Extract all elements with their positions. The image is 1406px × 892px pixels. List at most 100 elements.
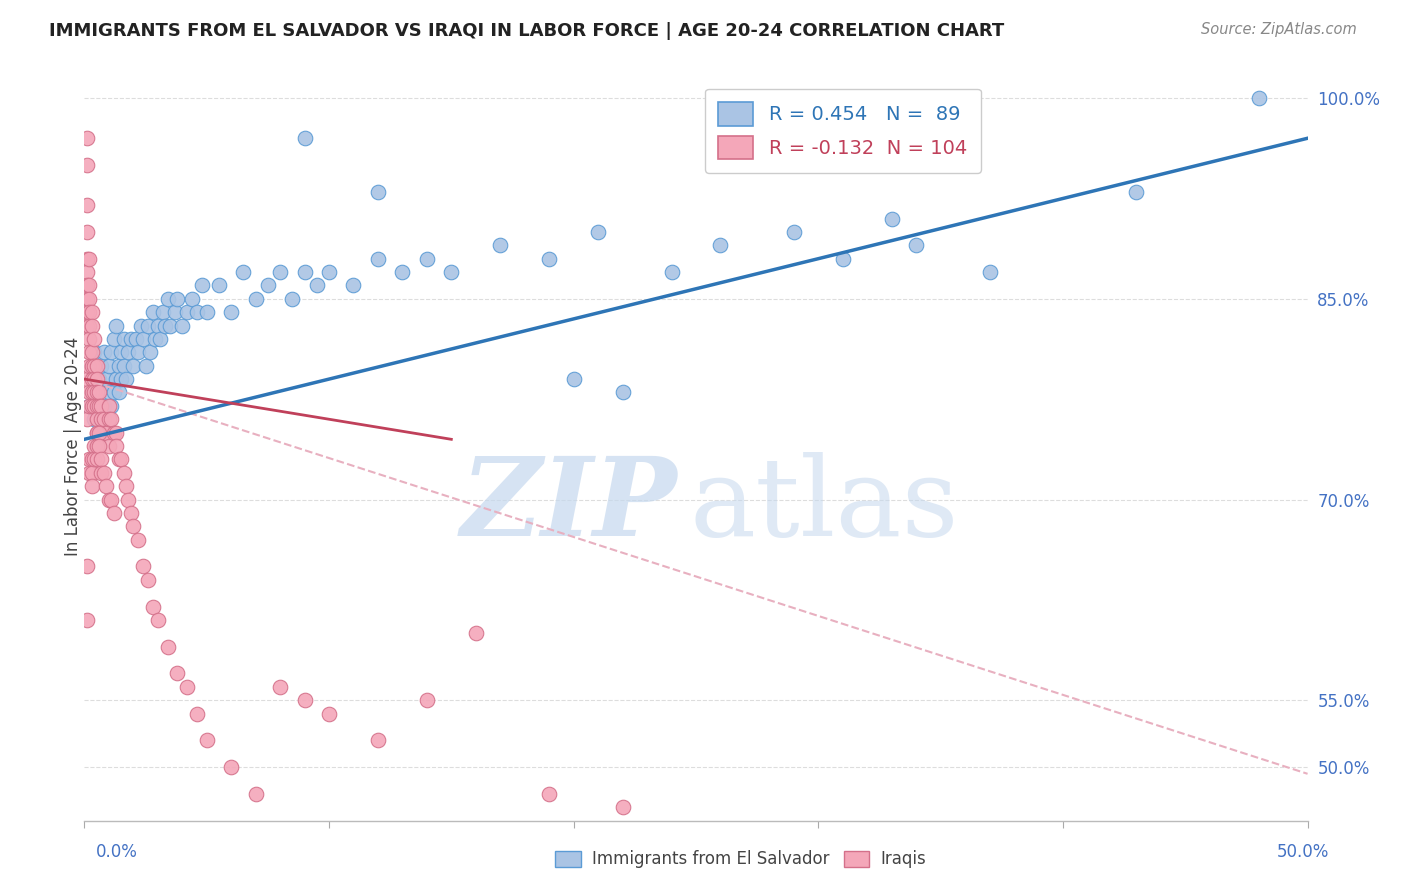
Point <box>136 573 159 587</box>
Point <box>86 439 108 453</box>
Point <box>132 559 155 574</box>
Text: 50.0%: 50.0% <box>1277 843 1329 861</box>
Point <box>100 399 122 413</box>
Point <box>538 787 561 801</box>
Point <box>257 278 280 293</box>
Text: Source: ZipAtlas.com: Source: ZipAtlas.com <box>1201 22 1357 37</box>
Point <box>76 225 98 239</box>
Point <box>831 252 853 266</box>
Point <box>80 385 103 400</box>
Point <box>97 439 120 453</box>
Point <box>367 733 389 747</box>
Point <box>97 399 120 413</box>
Point <box>783 225 806 239</box>
Point <box>76 372 98 386</box>
Point <box>112 466 135 480</box>
Point <box>77 252 100 266</box>
Point <box>93 345 115 359</box>
Point <box>103 425 125 440</box>
Point <box>80 452 103 467</box>
Point <box>105 439 128 453</box>
Point <box>77 318 100 333</box>
Point <box>83 439 105 453</box>
Point <box>86 425 108 440</box>
Point <box>105 318 128 333</box>
Point <box>219 305 242 319</box>
Point <box>87 425 110 440</box>
Point <box>90 452 112 467</box>
Point <box>127 533 149 547</box>
Text: IMMIGRANTS FROM EL SALVADOR VS IRAQI IN LABOR FORCE | AGE 20-24 CORRELATION CHAR: IMMIGRANTS FROM EL SALVADOR VS IRAQI IN … <box>49 22 1004 40</box>
Point <box>152 305 174 319</box>
Point <box>90 399 112 413</box>
Text: Iraqis: Iraqis <box>880 850 927 868</box>
Point <box>149 332 172 346</box>
Point <box>195 305 218 319</box>
Point <box>76 131 98 145</box>
Point <box>110 345 132 359</box>
Point <box>100 492 122 507</box>
Point <box>80 305 103 319</box>
Point <box>112 332 135 346</box>
Point <box>146 318 169 333</box>
Point <box>76 158 98 172</box>
Point <box>83 412 105 426</box>
Point <box>77 452 100 467</box>
Point <box>77 332 100 346</box>
Point <box>96 372 118 386</box>
Point <box>97 359 120 373</box>
Point <box>110 372 132 386</box>
Point <box>76 318 98 333</box>
Point <box>87 439 110 453</box>
Point <box>129 318 152 333</box>
Point <box>305 278 328 293</box>
Point <box>87 385 110 400</box>
Point <box>97 385 120 400</box>
Point <box>87 372 110 386</box>
Point <box>96 479 118 493</box>
Point <box>86 372 108 386</box>
Point <box>294 265 316 279</box>
Text: atlas: atlas <box>690 452 959 559</box>
Point <box>76 278 98 293</box>
Point <box>281 292 304 306</box>
Point <box>80 359 103 373</box>
Point <box>1125 185 1147 199</box>
Point <box>86 399 108 413</box>
Point <box>93 399 115 413</box>
Point <box>107 385 129 400</box>
Point <box>440 265 463 279</box>
Point <box>90 359 112 373</box>
Y-axis label: In Labor Force | Age 20-24: In Labor Force | Age 20-24 <box>65 336 82 556</box>
Point <box>120 332 142 346</box>
Point <box>77 305 100 319</box>
Point <box>105 372 128 386</box>
Point <box>83 452 105 467</box>
Point <box>132 332 155 346</box>
Point <box>77 345 100 359</box>
Point <box>80 345 103 359</box>
Point <box>103 506 125 520</box>
Point <box>117 492 139 507</box>
Point <box>86 359 108 373</box>
Point <box>107 359 129 373</box>
Point <box>83 332 105 346</box>
Point <box>103 385 125 400</box>
Point <box>86 385 108 400</box>
Point <box>80 479 103 493</box>
Point <box>100 345 122 359</box>
Point <box>87 399 110 413</box>
Point <box>153 318 176 333</box>
Point <box>107 452 129 467</box>
Point <box>77 466 100 480</box>
Point <box>77 385 100 400</box>
Point <box>76 198 98 212</box>
Point <box>1247 91 1270 105</box>
Point <box>86 425 108 440</box>
Point <box>76 265 98 279</box>
Point <box>86 385 108 400</box>
Point <box>77 399 100 413</box>
Point <box>342 278 364 293</box>
Point <box>120 506 142 520</box>
Point <box>172 318 194 333</box>
